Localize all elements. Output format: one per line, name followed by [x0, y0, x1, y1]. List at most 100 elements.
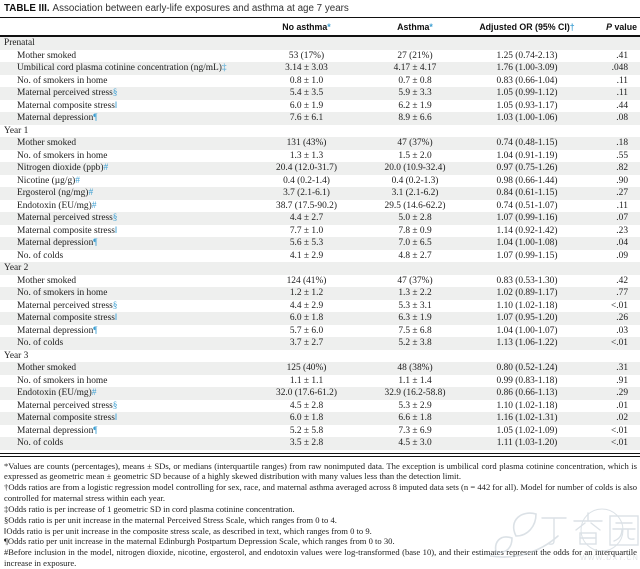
cell-no-asthma: 53 (17%): [288, 50, 325, 61]
cell-p-value: <.01: [610, 300, 628, 311]
cell-asthma: 0.7 ± 0.8: [398, 75, 432, 86]
cell-p-value: .048: [611, 63, 628, 73]
row-label: No. of colds: [17, 250, 64, 261]
cell-asthma: 3.1 (2.1-6.2): [391, 188, 439, 198]
cell-asthma: 20.0 (10.9-32.4): [384, 163, 446, 173]
cell-p-value: <.01: [610, 438, 628, 448]
table-header: No asthma* Asthma* Adjusted OR (95% CI)† P …: [0, 18, 640, 37]
cell-adjusted-or: 0.80 (0.52-1.24): [496, 363, 558, 373]
cell-adjusted-or: 1.04 (1.00-1.08): [496, 238, 558, 248]
cell-p-value: .11: [616, 88, 628, 98]
column-header: P value: [587, 18, 640, 37]
cell-p-value: .31: [616, 363, 628, 373]
row-label: Umbilical cord plasma cotinine concentra…: [17, 63, 227, 73]
cell-no-asthma: 6.0 ± 1.8: [289, 313, 324, 323]
cell-no-asthma: 1.1 ± 1.1: [289, 375, 324, 386]
row-label: Mother smoked: [17, 275, 77, 286]
row-label: Endotoxin (EU/mg)#: [17, 200, 97, 211]
cell-asthma: 6.2 ± 1.9: [398, 100, 432, 111]
cell-p-value: .55: [616, 150, 628, 161]
cell-adjusted-or: 0.83 (0.53-1.30): [496, 275, 558, 286]
header-row: No asthma* Asthma* Adjusted OR (95% CI)† P …: [0, 18, 640, 37]
cell-adjusted-or: 0.84 (0.61-1.15): [496, 188, 558, 198]
section-label: Year 3: [4, 350, 29, 361]
row-label: No. of smokers in home: [17, 375, 108, 386]
row-label: No. of smokers in home: [17, 150, 108, 161]
cell-p-value: .23: [616, 225, 628, 236]
section-label: Year 2: [4, 263, 29, 273]
data-table: No asthma* Asthma* Adjusted OR (95% CI)† P …: [0, 18, 640, 450]
cell-p-value: .11: [616, 75, 628, 86]
row-label: Maternal composite stress‖: [17, 413, 118, 423]
cell-adjusted-or: 1.04 (1.00-1.07): [496, 325, 558, 336]
cell-p-value: .03: [616, 325, 628, 336]
cell-adjusted-or: 1.07 (0.99-1.15): [496, 250, 558, 261]
row-label: Mother smoked: [17, 50, 77, 61]
row-label: Ergosterol (ng/mg)#: [17, 188, 94, 198]
cell-p-value: .09: [616, 250, 628, 261]
cell-p-value: .18: [616, 138, 628, 148]
cell-no-asthma: 20.4 (12.0-31.7): [276, 163, 337, 173]
cell-adjusted-or: 1.02 (0.89-1.17): [496, 288, 558, 298]
table-row: Maternal composite stress‖ 6.0 ± 1.9 6.2 ±…: [0, 100, 640, 113]
cell-p-value: .11: [616, 200, 628, 211]
cell-no-asthma: 1.2 ± 1.2: [289, 288, 324, 298]
cell-no-asthma: 5.7 ± 6.0: [289, 325, 324, 336]
cell-adjusted-or: 0.99 (0.83-1.18): [496, 375, 558, 386]
table-row: Maternal composite stress‖ 6.0 ± 1.8 6.3 ±…: [0, 312, 640, 325]
table-row: Nitrogen dioxide (ppb)# 20.4 (12.0-31.7) 2…: [0, 162, 640, 175]
cell-asthma: 5.2 ± 3.8: [398, 338, 432, 348]
cell-asthma: 1.1 ± 1.4: [398, 375, 432, 386]
cell-adjusted-or: 0.98 (0.66-1.44): [496, 175, 558, 186]
section-row-prenatal: Prenatal: [0, 36, 640, 50]
footnote: #Before inclusion in the model, nitrogen…: [4, 547, 637, 569]
column-header-spacer: [0, 18, 250, 37]
table-row: Mother smoked 131 (43%) 47 (37%) 0.74 (0.48…: [0, 137, 640, 150]
cell-asthma: 6.3 ± 1.9: [398, 313, 432, 323]
cell-no-asthma: 124 (41%): [286, 275, 327, 286]
cell-asthma: 32.9 (16.2-58.8): [384, 388, 446, 398]
cell-adjusted-or: 1.07 (0.95-1.20): [496, 313, 558, 323]
column-header: Asthma*: [363, 18, 467, 37]
cell-no-asthma: 5.2 ± 5.8: [289, 425, 324, 436]
cell-p-value: .04: [616, 238, 628, 248]
table-caption: Association between early-life exposures…: [52, 3, 349, 14]
table-row: Ergosterol (ng/mg)# 3.7 (2.1-6.1) 3.1 (2.1…: [0, 187, 640, 200]
cell-adjusted-or: 1.13 (1.06-1.22): [496, 338, 558, 348]
row-label: Maternal depression¶: [17, 325, 98, 336]
cell-adjusted-or: 1.76 (1.00-3.09): [496, 63, 558, 73]
cell-adjusted-or: 0.74 (0.51-1.07): [496, 200, 558, 211]
cell-adjusted-or: 1.05 (0.93-1.17): [496, 100, 558, 111]
section-label: Prenatal: [4, 38, 35, 48]
footnote: †Odds ratios are from a logistic regress…: [4, 482, 637, 504]
cell-asthma: 7.8 ± 0.9: [398, 225, 432, 236]
row-label: No. of colds: [17, 438, 64, 448]
cell-asthma: 7.3 ± 6.9: [398, 425, 432, 436]
footnotes: *Values are counts (percentages), means …: [0, 461, 640, 569]
cell-no-asthma: 3.7 ± 2.7: [289, 338, 324, 348]
table-row: Maternal perceived stress§ 4.4 ± 2.9 5.3 ±…: [0, 300, 640, 313]
cell-adjusted-or: 0.83 (0.66-1.04): [496, 75, 558, 86]
cell-p-value: .82: [616, 163, 628, 173]
cell-no-asthma: 7.7 ± 1.0: [289, 225, 324, 236]
row-label: Nitrogen dioxide (ppb)#: [17, 163, 109, 173]
table-row: Maternal depression¶ 5.7 ± 6.0 7.5 ± 6.8 1.…: [0, 325, 640, 338]
table-row: Maternal composite stress‖ 7.7 ± 1.0 7.8 ±…: [0, 225, 640, 238]
cell-no-asthma: 0.4 (0.2-1.4): [283, 175, 330, 186]
row-label: No. of smokers in home: [17, 75, 108, 86]
cell-adjusted-or: 1.05 (1.02-1.09): [496, 425, 558, 436]
cell-no-asthma: 5.4 ± 3.5: [289, 88, 324, 98]
table-row: No. of colds 3.7 ± 2.7 5.2 ± 3.8 1.13 (1.06…: [0, 337, 640, 350]
cell-p-value: <.01: [610, 338, 628, 348]
row-label: Maternal composite stress‖: [17, 313, 118, 323]
cell-no-asthma: 4.4 ± 2.9: [289, 300, 324, 311]
table-row: Maternal perceived stress§ 4.5 ± 2.8 5.3 ±…: [0, 400, 640, 413]
cell-asthma: 5.3 ± 3.1: [398, 300, 432, 311]
table-row: Mother smoked 125 (40%) 48 (38%) 0.80 (0.52…: [0, 362, 640, 375]
footnote: *Values are counts (percentages), means …: [4, 460, 637, 482]
footnote: §Odds ratio is per unit increase in the …: [4, 514, 337, 525]
cell-adjusted-or: 1.16 (1.02-1.31): [496, 413, 558, 423]
cell-asthma: 27 (21%): [397, 50, 433, 61]
row-label: Maternal perceived stress§: [17, 88, 118, 98]
cell-no-asthma: 125 (40%): [286, 363, 327, 373]
